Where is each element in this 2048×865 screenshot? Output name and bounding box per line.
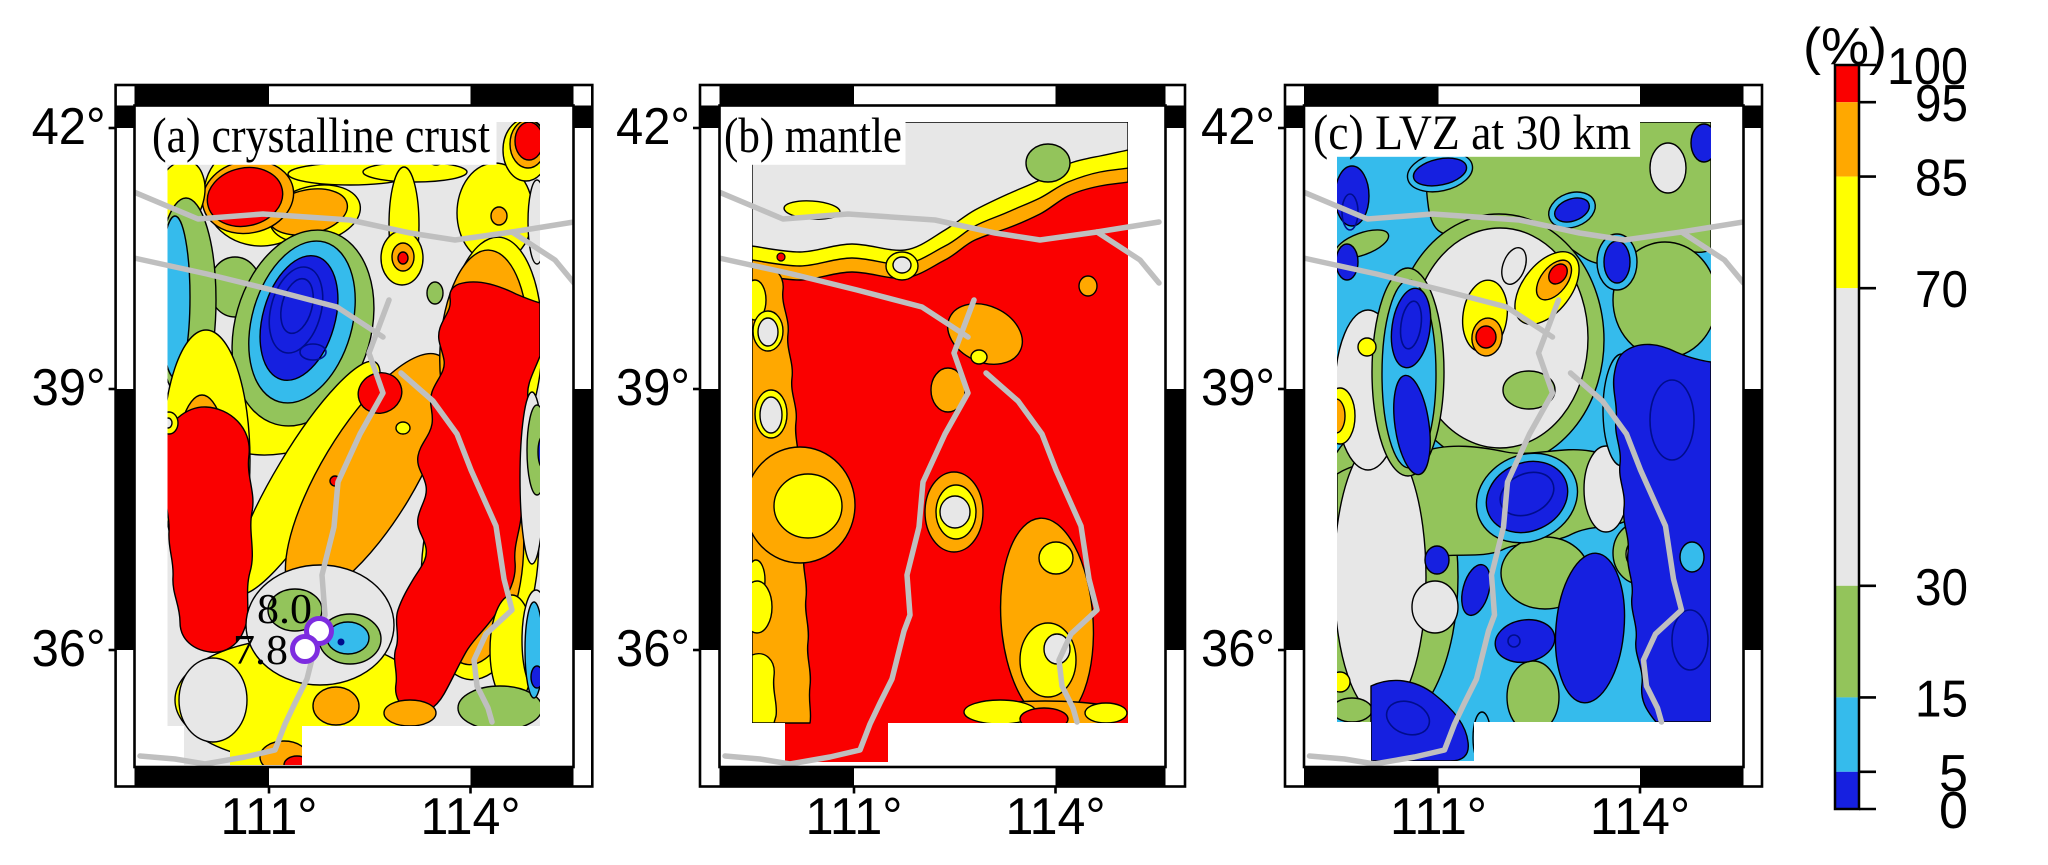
svg-text:111°: 111° [806,788,903,846]
svg-text:(b) mantle: (b) mantle [724,107,902,163]
svg-text:70: 70 [1915,261,1968,319]
svg-text:39°: 39° [32,359,106,417]
svg-text:15: 15 [1915,670,1968,728]
svg-text:(a) crystalline crust: (a) crystalline crust [152,107,490,163]
svg-text:114°: 114° [1590,788,1690,846]
svg-text:(c) LVZ at 30 km: (c) LVZ at 30 km [1313,104,1631,160]
svg-text:85: 85 [1915,150,1968,208]
svg-text:5: 5 [1939,745,1968,803]
svg-text:95: 95 [1915,75,1968,133]
svg-text:39°: 39° [1201,359,1275,417]
svg-text:39°: 39° [616,359,690,417]
svg-text:111°: 111° [221,788,318,846]
svg-text:36°: 36° [32,620,106,678]
svg-text:30: 30 [1915,559,1968,617]
svg-text:114°: 114° [1006,788,1106,846]
svg-text:0: 0 [1939,782,1968,840]
svg-text:7.8: 7.8 [233,628,288,674]
svg-text:36°: 36° [616,620,690,678]
svg-text:42°: 42° [32,98,106,156]
svg-text:111°: 111° [1390,788,1487,846]
svg-text:100: 100 [1887,38,1968,96]
svg-text:42°: 42° [1201,98,1275,156]
svg-text:(%): (%) [1803,18,1887,76]
svg-text:42°: 42° [616,98,690,156]
svg-text:8.0: 8.0 [257,587,312,633]
svg-text:114°: 114° [421,788,521,846]
svg-text:36°: 36° [1201,620,1275,678]
